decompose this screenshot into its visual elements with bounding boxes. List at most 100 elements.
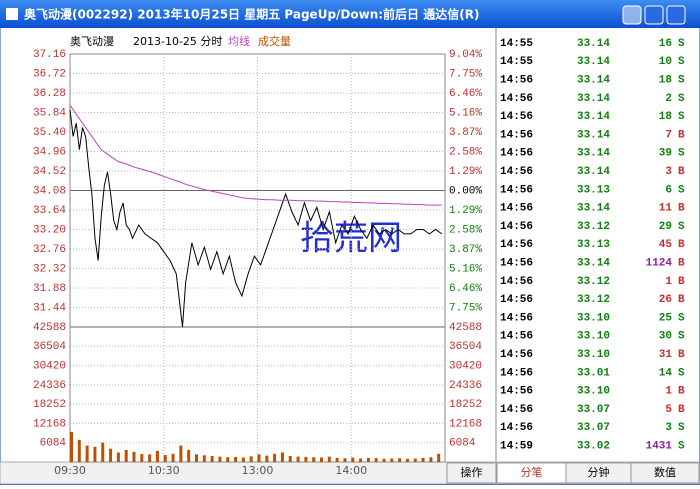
y2-tick-label: 6.46% [449, 88, 482, 100]
trade-volume: 11 [659, 203, 673, 215]
volume-bar [155, 450, 159, 462]
volume-bar [335, 457, 339, 462]
volume-bar [163, 455, 167, 462]
volume-bar [320, 457, 323, 462]
volume-bar [171, 453, 175, 462]
volume-bar [304, 456, 308, 462]
y-tick-label: 37.16 [33, 49, 66, 61]
volume-bar [202, 455, 206, 462]
trade-price: 33.13 [577, 239, 610, 251]
volume-bar [382, 458, 386, 462]
volume-bar [179, 445, 183, 462]
y-tick-label: 36.28 [33, 88, 66, 100]
y2-tick-label: 9.04% [449, 49, 482, 61]
volume-bar [249, 456, 253, 462]
trade-price: 33.02 [577, 441, 610, 453]
trade-time: 14:55 [500, 56, 533, 68]
volume-bar [226, 457, 230, 462]
minimize-button[interactable] [622, 5, 642, 25]
volume-bar [116, 452, 120, 462]
trade-volume: 30 [659, 331, 672, 343]
trade-time: 14:56 [500, 367, 533, 379]
trade-volume: 26 [659, 294, 672, 306]
maximize-button[interactable] [644, 5, 664, 25]
trade-time: 14:56 [500, 93, 533, 105]
y2-tick-label: 30420 [449, 360, 482, 372]
trade-price: 33.14 [577, 166, 610, 178]
y2-tick-label: 3.87% [449, 127, 482, 139]
trade-price: 33.14 [577, 258, 610, 270]
trade-side: B [678, 404, 685, 416]
volume-bar [351, 457, 355, 462]
volume-bar [296, 456, 300, 462]
window-title: 奥飞动漫(002292) 2013年10月25日 星期五 PageUp/Down… [24, 7, 479, 22]
title-bar [0, 0, 700, 28]
trade-volume: 1 [665, 276, 672, 288]
volume-bar [327, 456, 331, 462]
trade-side: B [678, 294, 685, 306]
y-tick-label: 31.88 [33, 283, 66, 295]
x-tick-label: 10:30 [148, 464, 180, 477]
y-tick-label: 24336 [33, 380, 66, 392]
trade-side: S [678, 184, 685, 196]
trade-side: S [678, 93, 685, 105]
trade-side: S [678, 148, 685, 160]
trade-price: 33.13 [577, 184, 610, 196]
y2-tick-label: 36504 [449, 341, 482, 353]
volume-bar [359, 458, 363, 462]
tab-label[interactable]: 分钟 [588, 465, 610, 479]
trade-side: B [678, 239, 685, 251]
y2-tick-label: 6.46% [449, 283, 482, 295]
trade-time: 14:56 [500, 203, 533, 215]
trade-price: 33.10 [577, 312, 610, 324]
tab-label[interactable]: 数值 [654, 466, 676, 479]
volume-bar [374, 458, 378, 462]
y-tick-label: 42588 [33, 322, 66, 334]
y-tick-label: 36504 [33, 341, 66, 353]
trade-side: B [678, 166, 685, 178]
trade-side: S [678, 38, 685, 50]
trade-volume: 31 [659, 349, 673, 361]
volume-bar [77, 439, 81, 462]
trade-time: 14:56 [500, 331, 533, 343]
trade-time: 14:56 [500, 349, 533, 361]
close-button[interactable] [666, 5, 686, 25]
volume-bar [195, 454, 198, 462]
trade-side: B [678, 203, 685, 215]
trade-price: 33.14 [577, 93, 610, 105]
tab[interactable] [446, 462, 497, 484]
trade-price: 33.14 [577, 129, 610, 141]
trade-price: 33.10 [577, 331, 610, 343]
volume-bar [132, 451, 136, 462]
trade-time: 14:56 [500, 148, 533, 160]
trade-time: 14:56 [500, 129, 533, 141]
volume-bar [273, 453, 277, 462]
y2-tick-label: 1.29% [449, 166, 482, 178]
price-line [69, 109, 443, 328]
trade-price: 33.10 [577, 349, 610, 361]
tab-label[interactable]: 分笔 [521, 465, 543, 479]
volume-bar [140, 454, 144, 462]
tab-label[interactable]: 操作 [461, 465, 483, 479]
trade-volume: 3 [665, 166, 672, 178]
y-tick-label: 35.40 [33, 127, 66, 139]
trade-time: 14:55 [500, 38, 533, 50]
trade-price: 33.14 [577, 203, 610, 215]
trade-price: 33.07 [577, 404, 610, 416]
trade-time: 14:56 [500, 184, 533, 196]
trade-side: B [678, 276, 685, 288]
y-tick-label: 34.96 [33, 146, 66, 158]
trade-side: B [678, 258, 685, 270]
volume-bar [124, 449, 128, 462]
trade-time: 14:56 [500, 294, 533, 306]
tab[interactable] [630, 462, 700, 484]
y-tick-label: 18252 [33, 399, 66, 411]
y-tick-label: 31.44 [33, 302, 66, 314]
volume-bar [187, 449, 191, 462]
trade-volume: 6 [665, 184, 672, 196]
volume-bar [210, 455, 214, 462]
y-tick-label: 12168 [33, 418, 66, 430]
trade-price: 33.12 [577, 221, 610, 233]
trade-volume: 14 [659, 367, 673, 379]
y2-tick-label: 12168 [449, 418, 482, 430]
